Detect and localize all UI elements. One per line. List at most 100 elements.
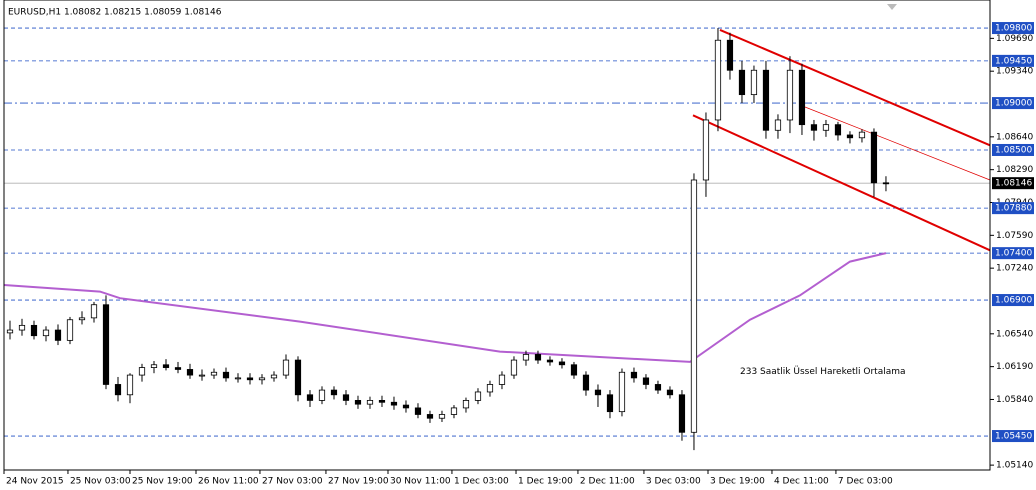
candle-body xyxy=(258,377,266,381)
candle-body xyxy=(738,69,746,96)
candle-body xyxy=(210,371,218,376)
x-tick-label: 27 Nov 03:00 xyxy=(262,477,323,487)
candle-body xyxy=(54,329,62,341)
y-tick-label: 1.05840 xyxy=(996,395,1033,405)
y-tick-label: 1.08640 xyxy=(996,132,1033,142)
level-label-box xyxy=(992,97,1034,110)
y-tick-label: 1.07240 xyxy=(996,264,1033,274)
candle-body xyxy=(594,389,602,396)
moving-average-label: 233 Saatlik Üssel Hareketli Ortalama xyxy=(740,366,906,377)
candle-body xyxy=(858,131,866,139)
candle-body xyxy=(102,304,110,385)
candle-body xyxy=(222,371,230,379)
y-tick-label: 1.09340 xyxy=(996,67,1033,77)
candle-body xyxy=(450,407,458,415)
candle-body xyxy=(234,377,242,380)
candle-body xyxy=(474,391,482,401)
candle-body xyxy=(798,69,806,126)
candle-body xyxy=(150,364,158,368)
candle-body xyxy=(78,317,86,321)
y-tick-label: 1.06190 xyxy=(996,362,1033,372)
candle-body xyxy=(282,359,290,376)
candle-body xyxy=(750,69,758,96)
level-label: 1.08500 xyxy=(995,145,1032,155)
moving-average-line xyxy=(3,252,887,363)
candle-body xyxy=(186,369,194,376)
candle-body xyxy=(834,124,842,136)
candle-body xyxy=(270,374,278,379)
y-tick-label: 1.05140 xyxy=(996,461,1033,471)
candle-body xyxy=(870,131,878,184)
x-tick-label: 24 Nov 2015 xyxy=(6,477,64,487)
plot-area xyxy=(3,27,991,451)
x-tick-label: 30 Nov 11:00 xyxy=(390,477,451,487)
candle-body xyxy=(666,389,674,396)
x-tick-label: 3 Dec 03:00 xyxy=(646,477,701,487)
x-tick-label: 25 Nov 19:00 xyxy=(132,477,193,487)
x-tick-label: 3 Dec 19:00 xyxy=(710,477,765,487)
candle-body xyxy=(822,124,830,131)
candle-body xyxy=(462,400,470,409)
candle-body xyxy=(846,134,854,139)
candle-body xyxy=(426,414,434,419)
candle-body xyxy=(6,329,14,334)
level-label: 1.07880 xyxy=(995,204,1032,214)
menu-icon[interactable] xyxy=(887,4,897,10)
level-label: 1.05450 xyxy=(995,432,1032,442)
current-price-box xyxy=(992,177,1034,190)
x-tick-label: 27 Nov 19:00 xyxy=(328,477,389,487)
candle-body xyxy=(714,39,722,121)
candle-body xyxy=(126,374,134,396)
candle-body xyxy=(114,384,122,396)
candle-body xyxy=(354,400,362,405)
candle-body xyxy=(786,69,794,121)
level-label-box xyxy=(992,294,1034,307)
current-price-label: 1.08146 xyxy=(995,179,1032,189)
candle-body xyxy=(774,119,782,131)
candle-body xyxy=(606,394,614,413)
candle-body xyxy=(90,304,98,319)
candle-body xyxy=(378,400,386,403)
candle-body xyxy=(162,364,170,368)
candle-body xyxy=(390,401,398,406)
level-label-box xyxy=(992,202,1034,215)
candle-body xyxy=(498,374,506,385)
candle-body xyxy=(246,377,254,381)
candle-body xyxy=(414,407,422,415)
x-tick-label: 2 Dec 11:00 xyxy=(580,477,635,487)
candle-body xyxy=(306,394,314,401)
x-tick-label: 7 Dec 03:00 xyxy=(838,477,893,487)
level-label: 1.09450 xyxy=(995,56,1032,66)
candle-body xyxy=(42,329,50,337)
candle-body xyxy=(678,394,686,433)
candle-body xyxy=(618,371,626,413)
candle-body xyxy=(342,394,350,401)
trendline xyxy=(719,28,991,147)
trendline xyxy=(799,104,991,181)
x-tick-label: 26 Nov 11:00 xyxy=(198,477,259,487)
candle-body xyxy=(630,371,638,379)
y-tick-label: 1.09690 xyxy=(996,34,1033,44)
candle-body xyxy=(642,377,650,385)
candle-body xyxy=(402,404,410,409)
candle-body xyxy=(558,361,566,366)
y-tick-label: 1.06540 xyxy=(996,329,1033,339)
x-tick-label: 1 Dec 03:00 xyxy=(454,477,509,487)
level-label: 1.09800 xyxy=(995,24,1032,34)
candle-body xyxy=(534,354,542,361)
candle-body xyxy=(546,359,554,363)
level-label-box xyxy=(992,22,1034,35)
level-label: 1.06900 xyxy=(995,296,1032,306)
level-label: 1.07400 xyxy=(995,249,1032,259)
candle-body xyxy=(702,119,710,181)
level-label-box xyxy=(992,247,1034,260)
candle-body xyxy=(18,324,26,331)
y-tick-label: 1.07590 xyxy=(996,231,1033,241)
level-label: 1.09000 xyxy=(995,99,1032,109)
candle-body xyxy=(66,319,74,341)
chart-title: EURUSD,H1 1.08082 1.08215 1.08059 1.0814… xyxy=(8,8,222,18)
candle-body xyxy=(810,124,818,131)
candle-body xyxy=(690,179,698,433)
